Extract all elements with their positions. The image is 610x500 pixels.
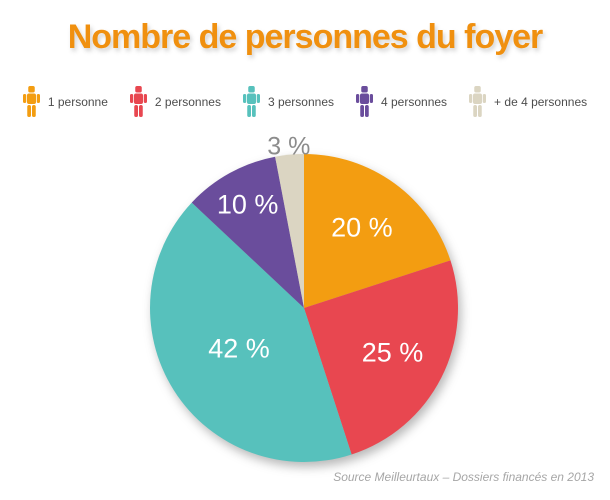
legend-item-4-personnes: 4 personnes <box>356 86 447 117</box>
pie-slice-3 <box>150 202 352 462</box>
legend-label: 3 personnes <box>267 94 334 109</box>
legend: 1 personne 2 personnes 3 personnes 4 per… <box>0 86 610 117</box>
legend-label: 4 personnes <box>381 94 448 109</box>
legend-label: 2 personnes <box>154 94 221 109</box>
legend-item-3-personnes: 3 personnes <box>242 86 334 117</box>
person-icon <box>356 86 373 117</box>
pie-slice-label-5: 3 % <box>267 132 311 161</box>
chart-title: Nombre de personnes du foyer <box>67 18 544 56</box>
legend-label: + de 4 personnes <box>494 94 588 109</box>
person-icon <box>129 86 147 117</box>
pie-slice-1 <box>304 154 451 308</box>
source-note: Source Meilleurtaux – Dossiers financés … <box>333 470 594 484</box>
person-icon <box>469 86 487 117</box>
pie-slice-2 <box>304 260 458 455</box>
pie-slice-label-3: 42 % <box>208 333 270 364</box>
pie-svg <box>150 154 458 462</box>
legend-item-2-personnes: 2 personnes <box>129 86 221 117</box>
pie-slice-label-1: 20 % <box>331 212 393 243</box>
pie-slice-label-4: 10 % <box>216 189 279 220</box>
legend-item-plus-de-4-personnes: + de 4 personnes <box>469 86 587 117</box>
person-icon <box>242 86 260 117</box>
legend-item-1-personne: 1 personne <box>22 86 108 117</box>
person-icon <box>22 86 40 117</box>
pie-slice-5 <box>275 154 304 308</box>
pie-slice-label-2: 25 % <box>361 337 424 368</box>
pie-slice-4 <box>191 156 304 308</box>
pie-chart: 20 % 25 % 42 % 10 % 3 % <box>134 132 474 478</box>
legend-label: 1 personne <box>47 94 108 109</box>
